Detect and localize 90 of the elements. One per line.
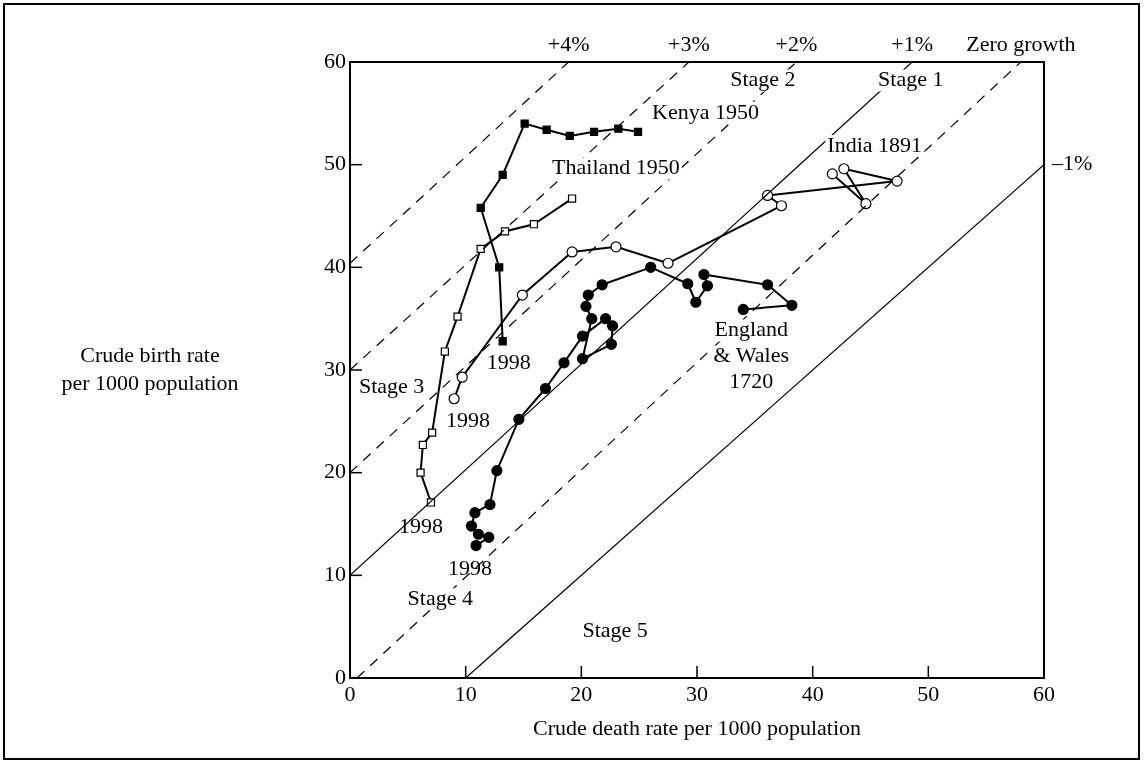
point bbox=[838, 163, 850, 175]
point bbox=[498, 337, 507, 346]
series-label: +1% bbox=[891, 30, 934, 56]
point bbox=[645, 261, 657, 273]
point bbox=[440, 347, 449, 356]
point bbox=[582, 289, 594, 301]
annotation: Stage 5 bbox=[582, 616, 648, 642]
y-tick-label: 40 bbox=[324, 253, 346, 279]
point bbox=[542, 125, 551, 134]
y-axis-title: Crude birth rate per 1000 population bbox=[61, 341, 239, 395]
point bbox=[472, 528, 484, 540]
point bbox=[690, 296, 702, 308]
x-tick-label: 30 bbox=[686, 680, 708, 706]
series-label: Kenya 1950 bbox=[652, 98, 759, 124]
point bbox=[786, 299, 798, 311]
annotation: 1998 bbox=[448, 555, 493, 581]
y-tick-label: 10 bbox=[324, 561, 346, 587]
y-tick-label: 60 bbox=[324, 47, 346, 73]
point bbox=[456, 371, 468, 383]
point bbox=[539, 382, 552, 395]
point bbox=[701, 280, 714, 292]
point bbox=[775, 200, 788, 212]
y-tick-label: 0 bbox=[335, 663, 346, 689]
point bbox=[682, 278, 694, 290]
series-label: +4% bbox=[547, 30, 590, 56]
point bbox=[491, 465, 503, 477]
point bbox=[558, 357, 570, 369]
annotation: 1998 bbox=[486, 349, 531, 375]
annotation: Stage 1 bbox=[878, 66, 944, 92]
point bbox=[614, 124, 623, 133]
point bbox=[698, 268, 710, 281]
point bbox=[737, 303, 749, 316]
x-axis-title: Crude death rate per 1000 population bbox=[532, 714, 862, 740]
point bbox=[662, 257, 674, 269]
point bbox=[605, 338, 618, 350]
series-label: –1% bbox=[1051, 150, 1093, 176]
point bbox=[520, 119, 529, 128]
point bbox=[465, 520, 478, 532]
x-tick-label: 50 bbox=[917, 680, 940, 706]
point bbox=[589, 127, 599, 136]
point bbox=[498, 170, 507, 180]
series-label: +2% bbox=[775, 30, 818, 56]
point bbox=[580, 300, 592, 312]
point bbox=[576, 353, 589, 365]
point bbox=[453, 312, 462, 321]
point bbox=[483, 531, 495, 543]
point bbox=[500, 227, 510, 236]
point bbox=[567, 194, 577, 203]
x-tick-label: 10 bbox=[454, 680, 477, 706]
point bbox=[529, 220, 539, 229]
point bbox=[761, 279, 774, 291]
series-label: +3% bbox=[668, 30, 710, 56]
x-tick-label: 20 bbox=[570, 680, 593, 706]
point bbox=[586, 313, 598, 325]
point bbox=[469, 507, 481, 519]
point bbox=[606, 320, 619, 332]
point bbox=[418, 440, 428, 450]
annotation: Stage 4 bbox=[407, 584, 473, 610]
point bbox=[633, 127, 643, 136]
point bbox=[476, 203, 485, 212]
x-tick-label: 40 bbox=[801, 680, 824, 706]
point bbox=[476, 244, 485, 253]
point bbox=[826, 168, 838, 180]
point bbox=[600, 313, 612, 325]
y-tick-label: 30 bbox=[324, 355, 346, 381]
annotation: 1998 bbox=[398, 513, 443, 539]
y-tick-label: 50 bbox=[324, 150, 346, 176]
point bbox=[427, 428, 437, 437]
annotation: Stage 3 bbox=[358, 373, 425, 399]
x-tick-label: 60 bbox=[1033, 680, 1055, 706]
point bbox=[416, 468, 425, 477]
point bbox=[610, 241, 622, 253]
point bbox=[448, 393, 460, 405]
series-label: Zero growth bbox=[966, 30, 1076, 56]
annotation: 1998 bbox=[446, 406, 491, 432]
y-tick-label: 20 bbox=[324, 458, 346, 484]
series-label: England & Wales 1720 bbox=[713, 316, 789, 394]
point bbox=[596, 279, 608, 291]
point bbox=[860, 198, 872, 210]
point bbox=[576, 330, 589, 342]
point bbox=[516, 289, 528, 301]
point bbox=[484, 498, 496, 511]
series-label: Thailand 1950 bbox=[552, 154, 680, 180]
point bbox=[565, 131, 574, 141]
point bbox=[891, 175, 903, 187]
annotation: Stage 2 bbox=[730, 66, 796, 92]
point bbox=[566, 246, 578, 258]
series-label: India 1891 bbox=[827, 131, 923, 157]
point bbox=[495, 263, 504, 272]
point bbox=[470, 539, 482, 552]
